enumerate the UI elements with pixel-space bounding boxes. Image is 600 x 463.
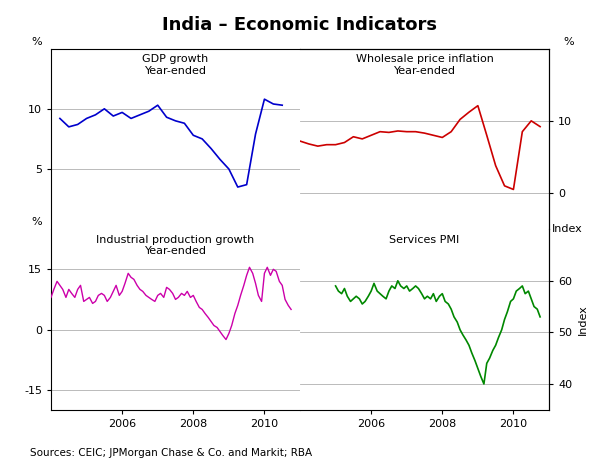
Text: Industrial production growth
Year-ended: Industrial production growth Year-ended [97, 235, 254, 256]
Text: Sources: CEIC; JPMorgan Chase & Co. and Markit; RBA: Sources: CEIC; JPMorgan Chase & Co. and … [30, 448, 312, 458]
Text: India – Economic Indicators: India – Economic Indicators [163, 16, 437, 34]
Text: %: % [31, 218, 42, 227]
Text: Services PMI: Services PMI [389, 235, 460, 244]
Text: Index: Index [552, 224, 583, 234]
Y-axis label: Index: Index [578, 304, 588, 335]
Text: %: % [563, 37, 574, 47]
Text: %: % [31, 37, 42, 47]
Text: GDP growth
Year-ended: GDP growth Year-ended [142, 54, 209, 75]
Text: Wholesale price inflation
Year-ended: Wholesale price inflation Year-ended [356, 54, 493, 75]
